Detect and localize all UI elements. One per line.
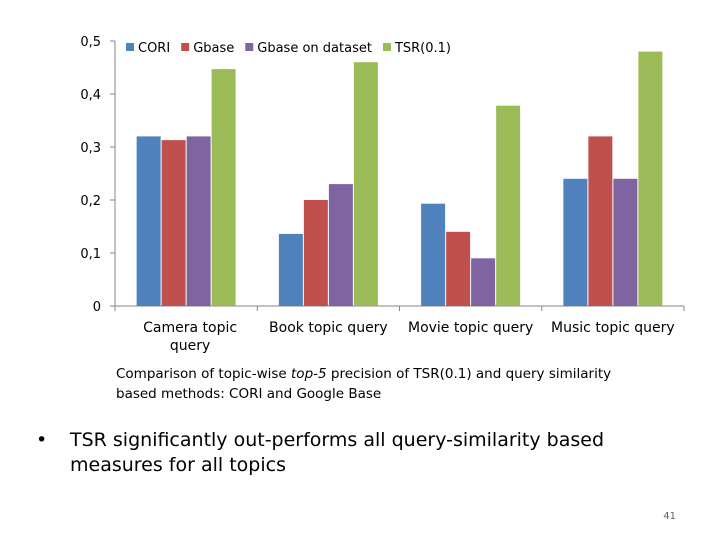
legend-label: CORI: [138, 41, 170, 56]
bar: [613, 178, 638, 306]
caption-emphasis: top-5: [291, 366, 327, 382]
y-tick-label: 0,4: [80, 88, 101, 103]
bar: [496, 105, 521, 306]
legend-swatch: [181, 43, 190, 51]
bar: [421, 203, 446, 306]
bar: [303, 200, 328, 306]
y-tick-label: 0,5: [80, 35, 101, 50]
bar: [161, 140, 186, 306]
bar: [278, 233, 303, 306]
legend: CORI Gbase Gbase on dataset TSR(0.1): [126, 41, 451, 56]
bar: [638, 51, 663, 306]
page-number: 41: [663, 511, 676, 522]
y-tick-label: 0,2: [80, 194, 101, 209]
bar: [136, 136, 161, 306]
chart-caption: Comparison of topic-wise top-5 precision…: [116, 364, 616, 404]
bar: [353, 62, 378, 307]
bullet-point: • TSR significantly out-performs all que…: [36, 428, 656, 478]
bar: [588, 136, 613, 306]
bar: [563, 178, 588, 306]
bullet-marker: •: [36, 429, 48, 451]
legend-label: Gbase: [193, 41, 234, 56]
y-tick-label: 0: [93, 300, 101, 315]
legend-swatch: [126, 43, 134, 51]
caption-suffix: precision of TSR(0.1) and query similari…: [116, 366, 612, 402]
bar: [328, 184, 353, 306]
y-tick-label: 0,3: [80, 141, 101, 156]
caption-prefix: Comparison of topic-wise: [116, 366, 292, 382]
bar: [186, 136, 211, 306]
bars: [136, 51, 663, 307]
legend-swatch: [245, 43, 254, 51]
y-tick-label: 0,1: [80, 247, 101, 262]
x-ticks: [114, 306, 685, 311]
bar: [471, 258, 496, 306]
bullet-text: TSR significantly out-performs all query…: [70, 429, 605, 476]
y-ticks: 0 0,1 0,2 0,3 0,4 0,5: [80, 35, 115, 315]
legend-label: Gbase on dataset: [257, 41, 372, 56]
legend-swatch: [382, 43, 391, 51]
bar: [446, 231, 471, 306]
legend-label: TSR(0.1): [394, 41, 451, 56]
bar: [211, 69, 236, 306]
